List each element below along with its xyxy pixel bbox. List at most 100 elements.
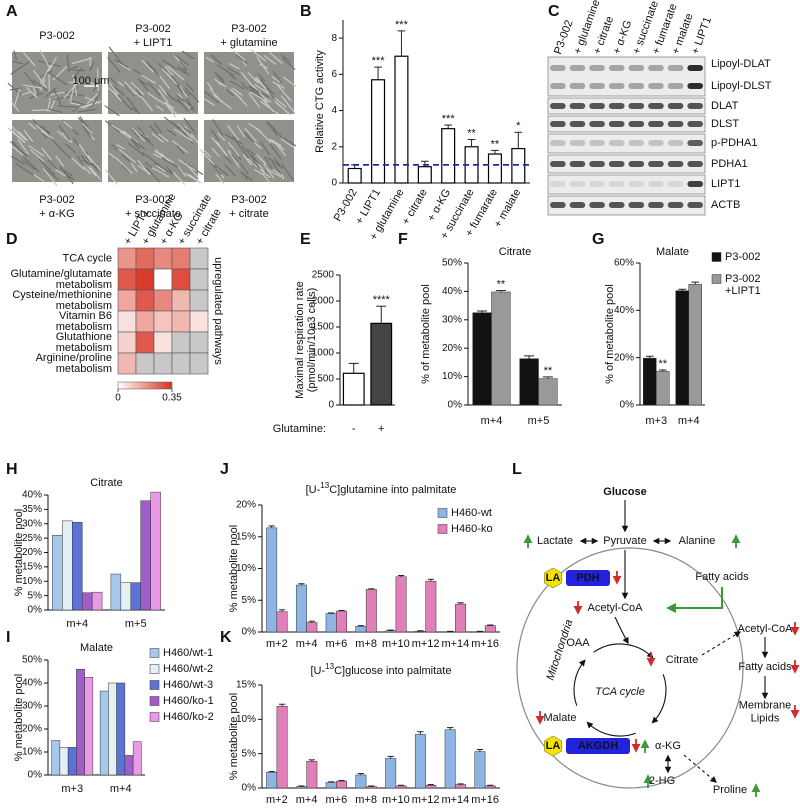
cell [179, 64, 190, 77]
cell [173, 54, 184, 68]
cell [256, 154, 267, 165]
panel-letter: G [592, 231, 604, 248]
significance: ** [467, 127, 476, 139]
cell [259, 63, 269, 69]
bar [370, 322, 393, 406]
y-axis-label: % of metabolite pool [420, 284, 432, 384]
cell [215, 173, 225, 184]
y-axis-label: % metabolite pool [228, 693, 240, 780]
cell [280, 138, 295, 149]
cell [151, 167, 170, 178]
cell [205, 56, 214, 63]
error-bar [397, 784, 405, 786]
cell [164, 102, 177, 118]
blot-band [687, 161, 703, 167]
y-tick-label: 0% [620, 400, 635, 411]
cell [33, 86, 37, 97]
blot-band [589, 202, 605, 208]
y-tick-label: 20% [22, 724, 42, 735]
cell [149, 125, 163, 139]
cell [177, 98, 189, 112]
cell [131, 163, 138, 173]
image-label: P3-002 + citrate [229, 194, 268, 220]
cell [183, 127, 192, 134]
blot-band [569, 83, 586, 89]
blot-band [608, 161, 625, 167]
bar [84, 677, 94, 776]
cell [141, 59, 154, 73]
diagram-label: LA [546, 572, 561, 584]
cell [231, 147, 242, 160]
heat-cell [171, 268, 191, 291]
cell [12, 60, 24, 65]
cell [229, 63, 240, 70]
y-tick-label: 0% [242, 627, 257, 638]
cell [87, 80, 99, 87]
blot-band [608, 202, 625, 208]
cell [172, 171, 186, 185]
error-bar [308, 759, 315, 762]
blot-band [550, 65, 566, 71]
title-part: 13 [325, 662, 334, 671]
diagram-label: LA [546, 740, 561, 752]
bar [51, 740, 61, 776]
y-tick-label: 2 [331, 141, 337, 152]
cell [146, 61, 160, 77]
panel-letter: J [220, 461, 229, 478]
cell [241, 172, 249, 181]
cell [166, 166, 173, 174]
blot-band [687, 202, 703, 208]
blot-band [589, 121, 605, 127]
bar [365, 786, 377, 789]
cell [63, 120, 73, 130]
cell [11, 145, 24, 156]
cell [259, 169, 271, 178]
cell [256, 162, 265, 173]
blot-band [569, 161, 586, 167]
cell [124, 81, 141, 98]
cell [158, 133, 169, 142]
cell [107, 80, 119, 95]
row-label: Glutamine/glutamate metabolism [11, 268, 113, 291]
bar [395, 576, 407, 633]
error-bar [328, 781, 335, 783]
cell [83, 166, 92, 175]
x-tick-label: m+4 [296, 794, 318, 806]
cell [244, 77, 258, 91]
bar [150, 491, 161, 611]
cell [162, 59, 178, 70]
band-label: DLST [711, 118, 739, 130]
cell [72, 57, 92, 64]
cell [44, 87, 57, 98]
blot-band [589, 103, 605, 109]
cell [53, 88, 63, 107]
y-tick-label: 6 [331, 69, 337, 80]
bar [487, 153, 502, 184]
x-tick-label: m+12 [412, 638, 440, 650]
cell [164, 65, 174, 77]
heat-cell [153, 289, 173, 312]
bar [62, 520, 73, 611]
cell [228, 73, 237, 80]
cell [185, 82, 195, 92]
y-tick-label: 30% [22, 518, 42, 529]
bar [519, 358, 539, 406]
heat-cell [117, 247, 137, 270]
y-tick-label: 30% [22, 701, 42, 712]
cell [174, 128, 194, 142]
cell [281, 95, 296, 114]
significance: ** [544, 365, 553, 377]
cell [240, 81, 249, 90]
error-bar [376, 305, 387, 324]
cell [259, 78, 275, 95]
bar [484, 785, 496, 789]
cell [37, 60, 61, 67]
blot-band [628, 202, 645, 208]
blot-band [667, 140, 684, 146]
error-bar [691, 281, 700, 285]
cell [139, 133, 155, 147]
bar [394, 55, 409, 184]
y-tick-label: 500 [317, 374, 334, 385]
cell [140, 95, 153, 112]
